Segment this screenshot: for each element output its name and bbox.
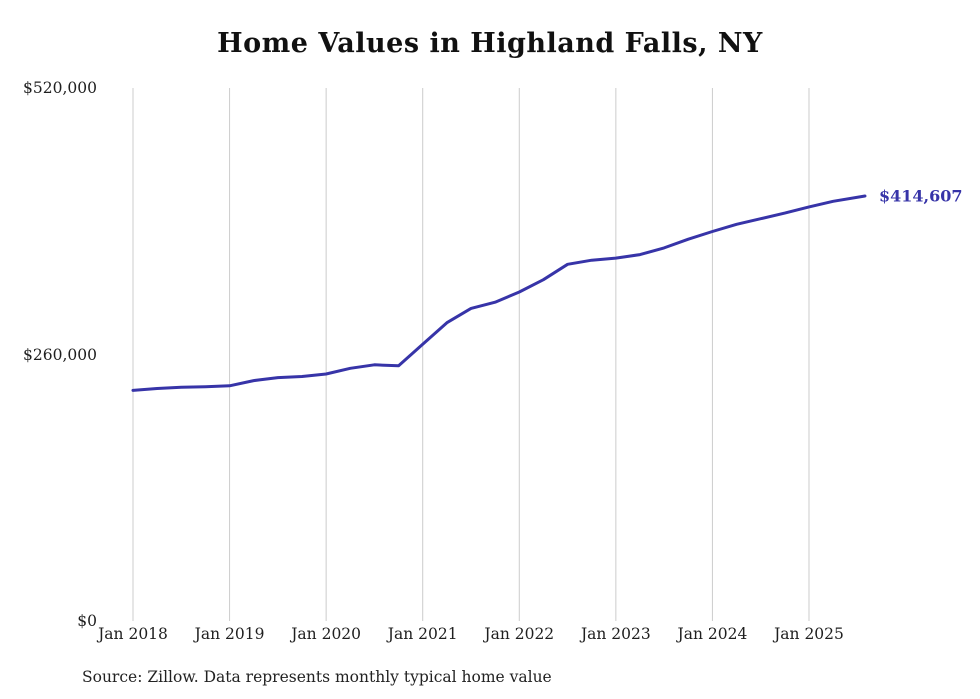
x-tick-label: Jan 2018 <box>98 625 168 643</box>
chart-title: Home Values in Highland Falls, NY <box>217 28 763 59</box>
x-tick-label: Jan 2022 <box>484 625 555 643</box>
y-tick-label: $260,000 <box>23 345 97 364</box>
x-tick-label: Jan 2023 <box>580 625 651 643</box>
y-tick-label: $520,000 <box>23 79 97 97</box>
home-value-line <box>131 194 867 392</box>
source-note: Source: Zillow. Data represents monthly … <box>82 668 552 686</box>
y-tick-label: $0 <box>77 612 97 630</box>
x-tick-label: Jan 2021 <box>387 625 458 643</box>
x-tick-label: Jan 2024 <box>677 625 748 643</box>
x-tick-label: Jan 2025 <box>774 625 844 643</box>
x-tick-label: Jan 2020 <box>291 625 362 643</box>
final-value-label: $414,607 <box>879 186 963 206</box>
x-tick-label: Jan 2019 <box>194 625 265 643</box>
